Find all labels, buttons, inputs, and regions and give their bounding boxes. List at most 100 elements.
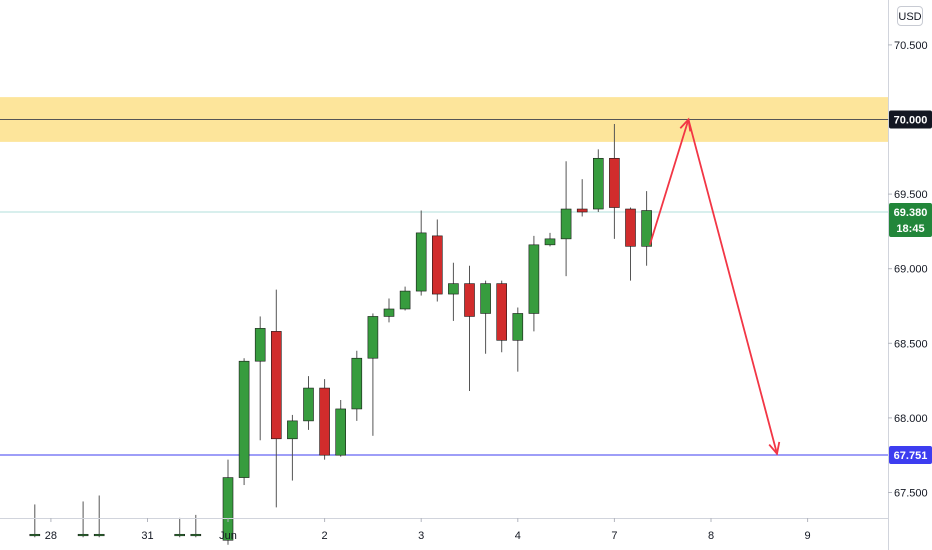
- candle: [625, 207, 636, 281]
- price-tick-label: 68.500: [894, 338, 928, 350]
- time-tick-label: 9: [805, 530, 811, 542]
- candle: [29, 504, 41, 538]
- candle-body: [448, 283, 459, 295]
- support-price-badge-label: 67.751: [894, 450, 928, 462]
- candle: [270, 289, 282, 508]
- candle-body: [641, 210, 652, 247]
- candle: [609, 123, 620, 239]
- candle: [544, 232, 556, 247]
- candle-body: [528, 244, 540, 314]
- candle-body: [238, 360, 250, 478]
- candle-body: [174, 533, 185, 537]
- price-tick-label: 68.000: [894, 413, 928, 425]
- current-price-badge: 69.380 18:45: [889, 203, 932, 238]
- candle-body: [222, 477, 234, 541]
- candle: [431, 219, 443, 302]
- candle: [415, 210, 427, 296]
- candle-body: [29, 533, 41, 537]
- candle-body: [544, 238, 556, 246]
- candle: [383, 298, 395, 323]
- time-tick-label: 3: [418, 530, 424, 542]
- countdown-label: 18:45: [896, 223, 924, 235]
- projection-arrowhead-down: [768, 441, 781, 456]
- candles-layer: [29, 123, 652, 545]
- candle-body: [287, 420, 298, 440]
- candle-body: [351, 357, 363, 410]
- candle-body: [77, 533, 89, 537]
- price-tick-label: 70.500: [894, 40, 928, 52]
- candle-body: [625, 208, 636, 247]
- candle: [464, 265, 475, 392]
- candle-body: [367, 316, 379, 359]
- candle-body: [335, 408, 347, 456]
- candle: [592, 149, 604, 213]
- resistance-zone-layer: [0, 97, 888, 142]
- candle: [319, 379, 330, 460]
- candle-body: [415, 232, 427, 292]
- candle-body: [93, 533, 105, 537]
- candle-body: [496, 283, 508, 341]
- price-tick-label: 69.500: [894, 189, 928, 201]
- candle-body: [383, 308, 395, 317]
- support-price-badge: 67.751: [889, 446, 932, 465]
- resistance-price-badge: 70.000: [889, 110, 932, 129]
- candle-body: [576, 208, 588, 213]
- candle-body: [431, 235, 443, 295]
- candle: [480, 280, 491, 354]
- candle: [335, 399, 347, 457]
- projection-arrow-layer: [648, 117, 781, 456]
- time-tick-label: 31: [141, 530, 153, 542]
- support-price-badge-bg: [889, 446, 932, 465]
- candle: [641, 191, 652, 266]
- time-tick-label: Jun: [219, 530, 237, 542]
- candle-body: [560, 208, 572, 240]
- candle: [254, 316, 266, 441]
- price-badges: 70.000 69.380 18:45 67.751: [889, 110, 932, 465]
- candle: [303, 376, 314, 430]
- current-price-badge-bg: [889, 203, 932, 238]
- candle-body: [464, 283, 475, 317]
- price-tick-label: 69.000: [894, 264, 928, 276]
- price-axis[interactable]: 67.500 68.000 68.500 69.000 69.500 70.000 70.5…: [888, 40, 928, 500]
- price-tick-label: 67.500: [894, 488, 928, 500]
- candle: [93, 495, 105, 538]
- candle: [222, 459, 234, 545]
- candle-body: [254, 328, 266, 362]
- candle: [560, 161, 572, 277]
- candle: [512, 307, 524, 372]
- candle: [399, 286, 411, 311]
- candle-body: [592, 157, 604, 210]
- projection-arrowhead-up: [679, 117, 692, 132]
- candle: [528, 235, 540, 332]
- resistance-price-badge-label: 70.000: [894, 115, 928, 127]
- candle: [287, 414, 298, 481]
- current-price-badge-label: 69.380: [894, 207, 928, 219]
- horizontal-lines-layer: [0, 211, 888, 456]
- candle-body: [303, 387, 314, 422]
- candle: [448, 262, 459, 321]
- time-axis[interactable]: 28 31 Jun 2 3 4 7 8 9: [45, 518, 811, 542]
- candle-body: [480, 283, 491, 314]
- candle-body: [609, 157, 620, 208]
- resistance-price-badge-bg: [889, 110, 932, 129]
- candle: [576, 179, 588, 217]
- candle-body: [512, 313, 524, 341]
- time-tick-label: 7: [611, 530, 617, 542]
- candle-body: [190, 533, 202, 537]
- time-tick-label: 4: [515, 530, 521, 542]
- currency-button[interactable]: USD: [897, 6, 923, 26]
- candle: [174, 517, 185, 538]
- time-tick-label: 8: [708, 530, 714, 542]
- projection-path: [648, 118, 778, 454]
- candle: [77, 501, 89, 538]
- time-tick-label: 2: [322, 530, 328, 542]
- candle: [496, 280, 508, 353]
- time-tick-label: 28: [45, 530, 57, 542]
- candle-body: [319, 387, 330, 456]
- candle: [351, 350, 363, 421]
- candle-body: [270, 331, 282, 440]
- candle-body: [399, 290, 411, 310]
- candle: [367, 313, 379, 436]
- candle: [238, 358, 250, 486]
